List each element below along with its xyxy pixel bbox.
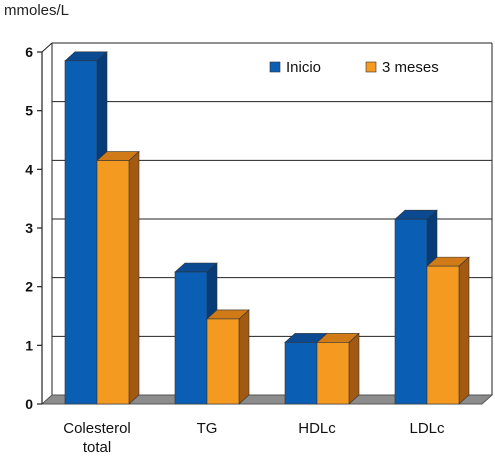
y-axis-top-edge bbox=[41, 42, 53, 53]
legend-swatch bbox=[269, 61, 281, 73]
legend-label: Inicio bbox=[286, 59, 321, 76]
y-tick-label: 5 bbox=[25, 103, 33, 119]
y-tick-label: 3 bbox=[25, 220, 33, 236]
bar bbox=[206, 318, 240, 405]
x-category-label: TG bbox=[197, 420, 218, 437]
y-tick-label: 2 bbox=[25, 279, 33, 295]
legend: Inicio 3 meses bbox=[269, 59, 439, 76]
bar bbox=[394, 218, 428, 405]
legend-swatch bbox=[365, 61, 377, 73]
bar-side bbox=[238, 309, 250, 405]
legend-label: 3 meses bbox=[382, 59, 439, 76]
y-tick-label: 6 bbox=[25, 44, 33, 60]
x-category-label: LDLc bbox=[409, 420, 445, 437]
y-tick-label: 0 bbox=[25, 396, 33, 412]
bar bbox=[284, 342, 318, 405]
bar-group bbox=[64, 51, 470, 405]
bar bbox=[64, 60, 98, 405]
y-axis-unit-label: mmoles/L bbox=[4, 2, 70, 19]
x-category-label: HDLc bbox=[298, 420, 336, 437]
x-axis-labels: Colesterol total TG HDLc LDLc bbox=[63, 420, 445, 456]
y-axis: 0 1 2 3 4 5 6 bbox=[25, 42, 53, 412]
bar bbox=[426, 265, 460, 405]
bar-side bbox=[458, 256, 470, 405]
y-tick-label: 4 bbox=[25, 161, 33, 177]
bar bbox=[316, 342, 350, 405]
y-tick-label: 1 bbox=[25, 337, 33, 353]
bar bbox=[174, 271, 208, 405]
bar-side bbox=[128, 150, 140, 405]
bar bbox=[96, 160, 130, 405]
bar-side bbox=[348, 332, 360, 405]
x-category-label: Colesterol total bbox=[63, 420, 131, 456]
